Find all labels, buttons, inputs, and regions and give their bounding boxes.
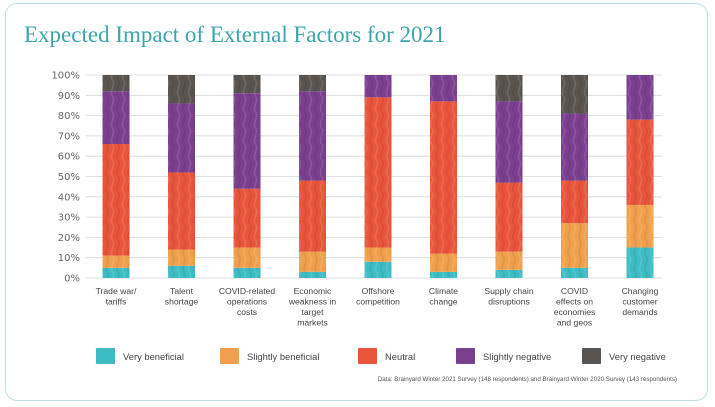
legend-item: Very negative (582, 345, 666, 367)
bar-segment-texture (168, 103, 195, 173)
bar-segment-texture (561, 180, 588, 224)
source-note: Data: Brainyard Winter 2021 Survey (148 … (377, 376, 677, 383)
bar-segment-texture (168, 172, 195, 250)
bar-segment-texture (168, 249, 195, 266)
bar-segment-texture (102, 255, 130, 268)
x-category-label: COVID effects on economies and geos (554, 286, 596, 328)
bar-segment-texture (626, 75, 654, 120)
y-tick-label: 100% (51, 71, 80, 82)
x-category-label: Economic weakness in target markets (288, 286, 337, 328)
legend-item: Very beneficial (96, 345, 184, 367)
bar-segment-texture (495, 182, 523, 252)
bar-segment-texture (430, 101, 457, 254)
legend-item: Neutral (358, 345, 415, 367)
bar-segment-texture (102, 144, 130, 256)
y-tick-label: 0% (64, 274, 80, 285)
bar-segment-texture (495, 75, 523, 102)
x-category-label: Talent shortage (165, 286, 199, 307)
bar-segment-texture (430, 75, 457, 102)
x-category-label: COVID-related operations costs (219, 286, 276, 317)
legend-swatch (96, 348, 115, 364)
bar-segment-texture (561, 267, 588, 278)
y-tick-label: 60% (58, 152, 80, 163)
legend-label: Neutral (385, 350, 416, 362)
bar-segment-texture (364, 247, 392, 262)
bar-segment-texture (233, 93, 261, 189)
bar-segment-texture (168, 265, 195, 278)
bar-segment-texture (626, 204, 654, 248)
bar-segment-texture (233, 247, 261, 268)
bar-segment-texture (495, 269, 523, 278)
bar-segment-texture (495, 101, 523, 183)
bar-segment-texture (561, 113, 588, 181)
chart-legend: Very beneficial Slightly beneficial Neutra… (96, 345, 666, 367)
legend-swatch (358, 348, 377, 364)
bar-segment-texture (495, 251, 523, 270)
y-tick-label: 40% (58, 192, 80, 203)
bar-segment-texture (430, 271, 457, 278)
x-category-label: Changing customer demands (622, 286, 659, 317)
bar-segment-texture (102, 75, 130, 92)
bar-segment-texture (364, 75, 392, 98)
legend-label: Very negative (609, 350, 666, 362)
legend-label: Very beneficial (123, 350, 184, 362)
bar-segment-texture (364, 261, 392, 278)
y-tick-label: 80% (58, 111, 80, 122)
bar-segment-texture (102, 267, 130, 278)
bar-segment-texture (430, 253, 457, 272)
bar-segment-texture (299, 180, 326, 252)
bar-segment-texture (561, 75, 588, 114)
y-tick-label: 20% (58, 233, 80, 244)
bar-segment-texture (233, 267, 261, 278)
x-category-label: Climate change (429, 286, 458, 307)
y-tick-label: 30% (58, 213, 80, 224)
y-tick-label: 70% (58, 131, 80, 142)
legend-item: Slightly negative (456, 345, 551, 367)
bar-segment-texture (626, 119, 654, 205)
bar-segment-texture (299, 251, 326, 272)
bar-segment-texture (102, 91, 130, 145)
bar-segment-texture (233, 75, 261, 94)
bar-segment-texture (561, 223, 588, 268)
legend-label: Slightly negative (483, 350, 552, 362)
bar-segment-texture (364, 97, 392, 248)
y-tick-label: 10% (58, 253, 80, 264)
chart-title: Expected Impact of External Factors for … (24, 22, 446, 47)
y-tick-label: 90% (58, 91, 80, 102)
x-category-label: Supply chain disruptions (484, 286, 533, 307)
legend-swatch (582, 348, 601, 364)
bar-segment-texture (233, 188, 261, 248)
x-category-label: Offshore competition (356, 286, 400, 307)
legend-swatch (456, 348, 475, 364)
legend-item: Slightly beneficial (220, 345, 319, 367)
y-tick-label: 50% (58, 172, 80, 183)
x-category-label: Trade war/tariffs (96, 286, 137, 307)
bar-segment-texture (299, 75, 326, 92)
bar-segment-texture (168, 75, 195, 104)
bar-segment-texture (299, 91, 326, 181)
bar-segment-texture (299, 271, 326, 278)
bar-segment-texture (626, 247, 654, 278)
legend-label: Slightly beneficial (247, 350, 320, 362)
legend-swatch (220, 348, 239, 364)
